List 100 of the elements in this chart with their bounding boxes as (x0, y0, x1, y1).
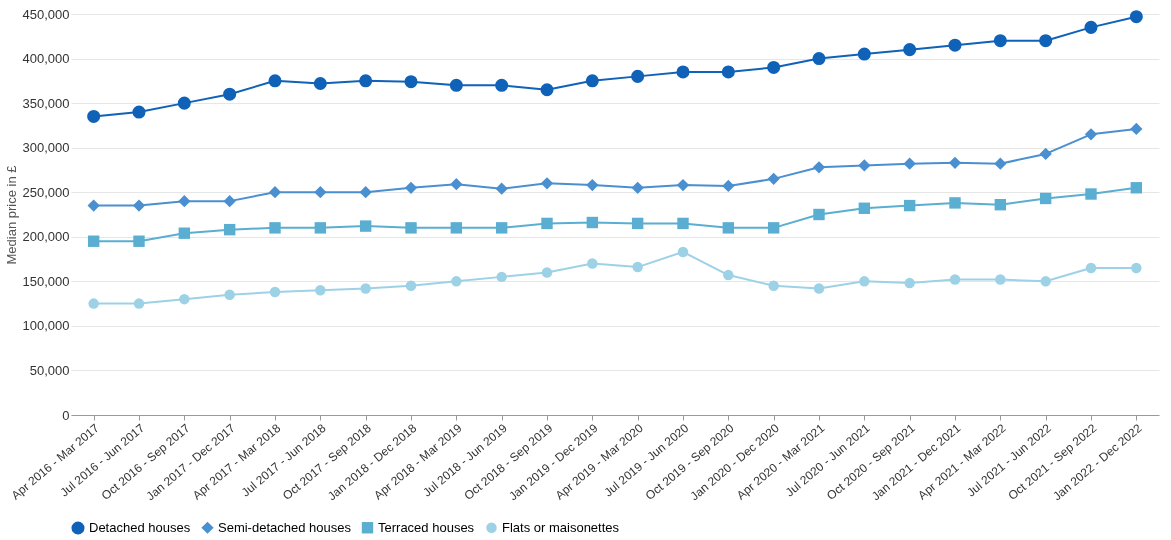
point (177, 96, 191, 110)
point (1130, 122, 1143, 136)
point (133, 298, 145, 309)
point (223, 195, 236, 208)
point (949, 274, 961, 285)
y-tick-label: 300,000 (22, 140, 70, 156)
point (721, 65, 735, 79)
point (1039, 147, 1052, 161)
point (313, 77, 327, 91)
point (993, 34, 1007, 48)
point (587, 258, 598, 269)
point (722, 222, 735, 234)
point (723, 269, 734, 281)
point (903, 199, 916, 212)
y-tick-label: 200,000 (22, 229, 70, 245)
point (632, 261, 643, 273)
point (857, 47, 871, 61)
y-tick-label: 250,000 (22, 184, 70, 200)
point (1084, 128, 1098, 141)
point (314, 186, 327, 199)
point (404, 181, 418, 194)
point (1131, 262, 1142, 274)
point (223, 223, 236, 236)
point (405, 222, 417, 234)
point (451, 276, 462, 287)
point (450, 222, 463, 234)
point (178, 227, 191, 239)
point (268, 186, 282, 199)
point (540, 177, 554, 190)
point (88, 298, 99, 309)
point (540, 83, 554, 97)
point (995, 274, 1006, 285)
point (359, 74, 373, 88)
point (858, 159, 871, 172)
point (1130, 182, 1143, 194)
legend-label: Semi-detached houses (218, 519, 352, 535)
point (359, 220, 372, 232)
point (722, 179, 735, 193)
point (948, 38, 962, 52)
point (132, 105, 146, 119)
point (132, 199, 146, 212)
point (676, 65, 690, 79)
y-tick-label: 100,000 (22, 318, 70, 334)
point (585, 74, 599, 88)
point (767, 222, 780, 234)
point (949, 197, 961, 209)
point (269, 286, 281, 298)
point (948, 156, 962, 169)
point (1085, 188, 1097, 200)
point (1129, 10, 1143, 24)
point (904, 277, 915, 289)
point (994, 199, 1007, 211)
point (315, 285, 326, 296)
legend-label: Flats or maisonettes (502, 519, 620, 535)
point (903, 157, 916, 170)
point (812, 161, 826, 174)
point (768, 280, 779, 292)
point (858, 202, 871, 214)
y-tick-label: 350,000 (22, 95, 70, 111)
point (495, 182, 508, 195)
point (767, 60, 781, 74)
point (1040, 276, 1051, 287)
point (677, 246, 689, 258)
point (224, 289, 235, 300)
y-tick-label: 150,000 (22, 273, 70, 289)
point (496, 271, 507, 283)
point (1039, 34, 1053, 48)
point (1085, 262, 1097, 274)
legend-label: Detached houses (89, 520, 191, 535)
point (1084, 20, 1098, 34)
legend-label: Terraced houses (378, 519, 475, 535)
point (449, 78, 463, 92)
point (404, 75, 418, 89)
point (133, 235, 145, 247)
point (903, 43, 917, 57)
point (87, 199, 100, 212)
point (268, 74, 282, 88)
point (269, 222, 281, 234)
point (359, 186, 372, 199)
point (677, 217, 689, 230)
point (812, 52, 826, 66)
y-tick-label: 50,000 (29, 362, 70, 378)
point (1039, 192, 1052, 205)
point (360, 283, 371, 294)
point (178, 195, 191, 208)
point (223, 87, 237, 101)
point (767, 172, 780, 185)
point (405, 280, 417, 292)
point (541, 217, 553, 230)
y-axis-title: Median price in £ (3, 164, 19, 265)
point (631, 69, 645, 83)
point (495, 78, 509, 92)
y-tick-label: 400,000 (22, 51, 70, 67)
point (314, 222, 327, 234)
point (813, 208, 825, 221)
point (450, 178, 463, 191)
point (631, 217, 644, 230)
point (631, 181, 644, 194)
y-tick-label: 450,000 (22, 6, 70, 22)
point (586, 178, 599, 192)
